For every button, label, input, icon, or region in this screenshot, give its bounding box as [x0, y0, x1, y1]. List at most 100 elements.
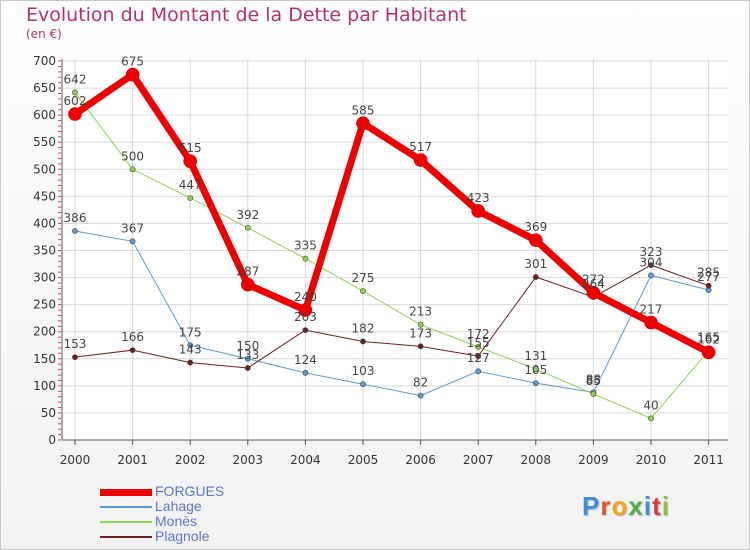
data-point-mon-s [187, 195, 194, 201]
data-label-forgues: 602 [64, 94, 87, 108]
data-point-forgues [644, 315, 658, 330]
data-label-lahage: 150 [236, 339, 259, 353]
data-point-plagnole [72, 354, 78, 361]
data-label-mon-s: 165 [697, 331, 720, 345]
x-tick-label: 2004 [290, 453, 321, 467]
data-label-plagnole: 173 [409, 326, 432, 340]
data-point-mon-s [244, 224, 251, 231]
legend-label: Monès [155, 513, 198, 529]
x-tick-label: 2010 [636, 453, 667, 467]
y-tick-label: 50 [41, 406, 56, 420]
y-tick-label: 700 [33, 54, 56, 68]
data-point-plagnole [244, 365, 251, 371]
data-label-mon-s: 335 [294, 239, 317, 253]
chart-title: Evolution du Montant de la Dette par Hab… [26, 4, 467, 26]
data-label-plagnole: 264 [582, 277, 605, 291]
data-point-lahage [417, 392, 424, 399]
data-label-plagnole: 153 [64, 337, 87, 351]
legend-label: Plagnole [155, 528, 210, 544]
data-label-forgues: 423 [467, 191, 490, 205]
data-point-forgues [356, 116, 370, 131]
data-label-forgues: 162 [697, 332, 720, 346]
data-label-mon-s: 213 [409, 305, 432, 319]
data-point-lahage [244, 355, 251, 362]
data-point-forgues [701, 345, 716, 360]
data-label-forgues: 675 [121, 55, 144, 69]
series-line-mon-s [74, 91, 710, 419]
data-point-plagnole [360, 338, 366, 345]
y-tick-label: 500 [33, 162, 56, 176]
y-tick-label: 650 [33, 81, 56, 95]
data-point-forgues [471, 204, 486, 218]
data-point-mon-s [72, 89, 78, 96]
y-tick-label: 0 [48, 433, 56, 447]
data-label-plagnole: 143 [179, 343, 202, 357]
data-point-forgues [68, 107, 82, 121]
x-tick-label: 2009 [578, 453, 609, 467]
x-tick-label: 2002 [175, 453, 206, 467]
data-point-forgues [241, 277, 255, 292]
data-point-mon-s [417, 321, 424, 328]
x-tick-label: 2005 [348, 453, 379, 467]
data-label-forgues: 287 [236, 265, 259, 279]
data-label-plagnole: 182 [352, 321, 375, 335]
legend-label: Lahage [155, 498, 202, 514]
data-label-lahage: 386 [64, 211, 87, 225]
y-tick-label: 350 [33, 244, 56, 258]
data-point-mon-s [475, 343, 482, 350]
data-point-plagnole [187, 359, 194, 366]
y-tick-label: 100 [33, 379, 56, 393]
data-label-plagnole: 166 [121, 330, 144, 344]
data-label-plagnole: 155 [467, 336, 490, 350]
data-point-lahage [129, 238, 136, 245]
data-label-lahage: 304 [640, 255, 663, 269]
series-line-lahage [74, 230, 710, 397]
data-label-plagnole: 323 [640, 245, 663, 259]
legend-swatch [100, 489, 152, 496]
x-tick-label: 2008 [521, 453, 552, 467]
y-tick-label: 600 [33, 108, 56, 122]
data-point-plagnole [129, 347, 136, 354]
series-line-forgues [71, 71, 713, 356]
data-label-forgues: 240 [294, 290, 317, 304]
data-point-plagnole [705, 282, 712, 289]
data-label-mon-s: 447 [179, 178, 202, 192]
y-tick-label: 300 [33, 271, 56, 285]
legend-swatch [100, 536, 152, 538]
data-label-lahage: 277 [697, 270, 720, 284]
y-tick-label: 550 [33, 135, 56, 149]
data-point-lahage [648, 272, 654, 279]
plot-area [62, 59, 728, 440]
y-tick-label: 250 [33, 298, 56, 312]
data-label-lahage: 175 [179, 325, 202, 339]
legend-swatch [100, 506, 152, 508]
data-label-mon-s: 85 [586, 374, 601, 388]
data-label-lahage: 124 [294, 353, 317, 367]
data-point-forgues [125, 67, 140, 82]
data-point-forgues [183, 154, 197, 168]
y-tick-label: 200 [33, 325, 56, 339]
data-point-forgues [413, 153, 428, 167]
legend-label: FORGUES [155, 483, 225, 499]
y-tick-label: 400 [33, 216, 56, 230]
x-tick-label: 2006 [405, 453, 436, 467]
data-point-mon-s [648, 415, 654, 422]
data-point-forgues [528, 233, 543, 248]
data-label-plagnole: 285 [697, 266, 720, 280]
data-point-plagnole [475, 353, 482, 359]
x-tick-label: 2001 [117, 453, 148, 467]
data-point-lahage [302, 369, 309, 376]
proxiti-logo: Proxiti [582, 491, 670, 521]
data-label-mon-s: 392 [236, 208, 259, 222]
data-label-forgues: 585 [352, 103, 375, 117]
data-point-plagnole [532, 274, 539, 280]
data-label-forgues: 272 [582, 273, 605, 287]
data-point-forgues [586, 285, 601, 300]
data-label-mon-s: 642 [64, 72, 87, 86]
x-tick-label: 2000 [60, 453, 91, 467]
data-point-lahage [360, 381, 366, 388]
unit-label: (en €) [26, 27, 62, 41]
data-label-lahage: 105 [524, 363, 547, 377]
data-label-lahage: 127 [467, 351, 490, 365]
data-label-forgues: 369 [524, 220, 547, 234]
